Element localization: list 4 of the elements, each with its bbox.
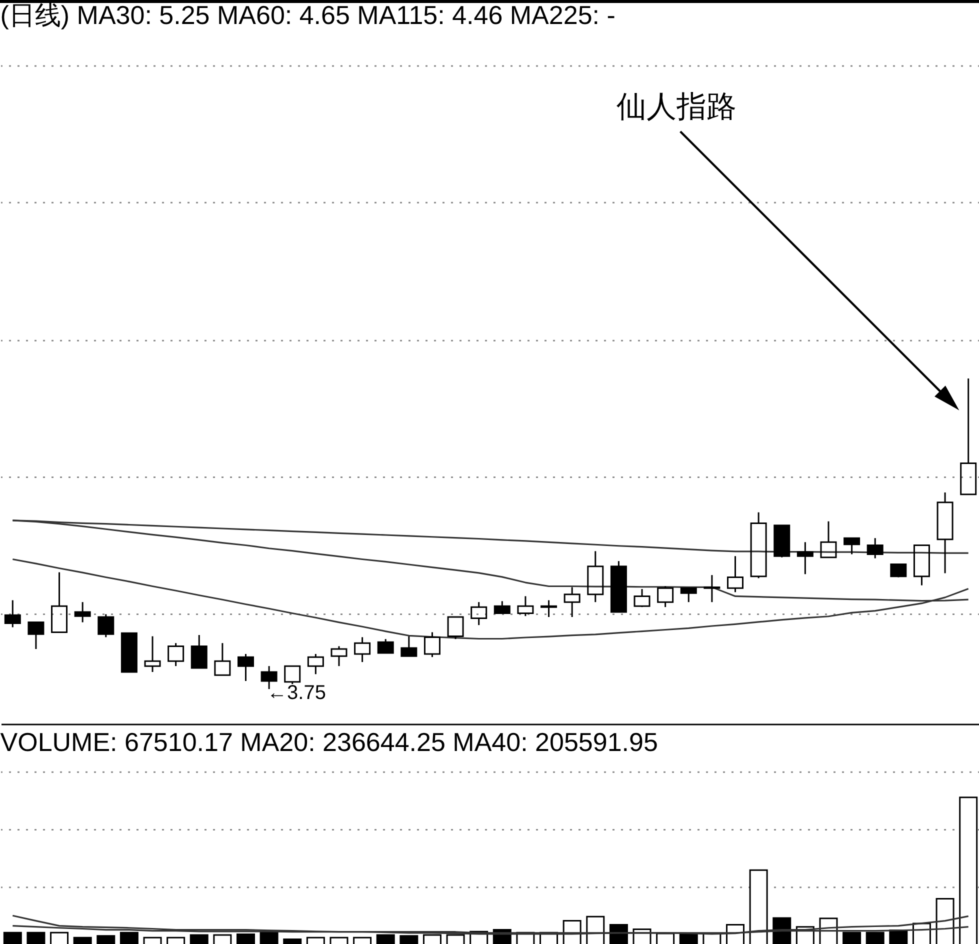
chart-title: VOLUME: 67510.17 MA20: 236644.25 MA40: 205591.95 — [0, 727, 658, 757]
text: 仙人指路 — [616, 89, 736, 124]
annotation: ←3.75 — [267, 682, 326, 704]
chart-title: (日线) MA30: 5.25 MA60: 4.65 MA115: 4.46 MA225: - — [0, 0, 616, 30]
